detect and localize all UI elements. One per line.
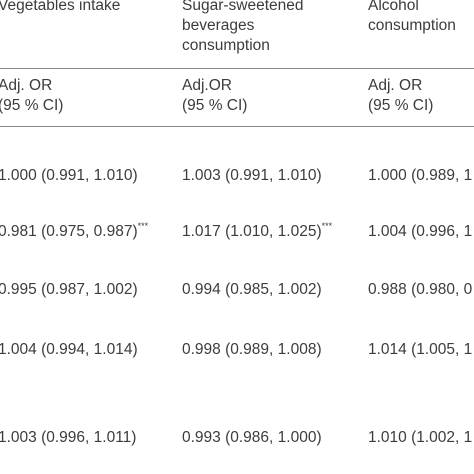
col-stat-vegetables: Adj. OR (95 % CI) [0, 77, 64, 114]
table-cell: 1.000 (0.991, 1.010) [0, 167, 138, 184]
col-title-ssb: Sugar-sweetened beverages consumption [182, 0, 304, 54]
table-cell: 0.981 (0.975, 0.987)*** [0, 221, 149, 241]
table-cell: 0.993 (0.986, 1.000) [182, 429, 322, 446]
subheader-divider [0, 126, 474, 127]
col-title-vegetables: Vegetables intake [0, 0, 121, 14]
table-cell: 1.004 (0.994, 1.014) [0, 341, 138, 358]
col-stat-ssb: Adj.OR (95 % CI) [182, 77, 248, 114]
table-cell: 1.000 (0.989, 1 [368, 167, 473, 184]
table-cell: 1.003 (0.991, 1.010) [182, 167, 322, 184]
table-cell: 1.017 (1.010, 1.025)*** [182, 221, 333, 241]
col-title-alcohol: Alcohol consumption [368, 0, 456, 34]
table-cell: 1.003 (0.996, 1.011) [0, 429, 137, 446]
table-cell: 0.998 (0.989, 1.008) [182, 341, 322, 358]
table-cell: 1.004 (0.996, 1 [368, 223, 473, 240]
header-divider [0, 68, 474, 69]
table-cell: 1.014 (1.005, 1 [368, 341, 473, 358]
table-cell: 0.995 (0.987, 1.002) [0, 281, 138, 298]
table-cell: 0.994 (0.985, 1.002) [182, 281, 322, 298]
table-cell: 1.010 (1.002, 1 [368, 429, 473, 446]
col-stat-alcohol: Adj. OR (95 % CI) [368, 77, 434, 114]
table-cell: 0.988 (0.980, 0 [368, 281, 473, 298]
